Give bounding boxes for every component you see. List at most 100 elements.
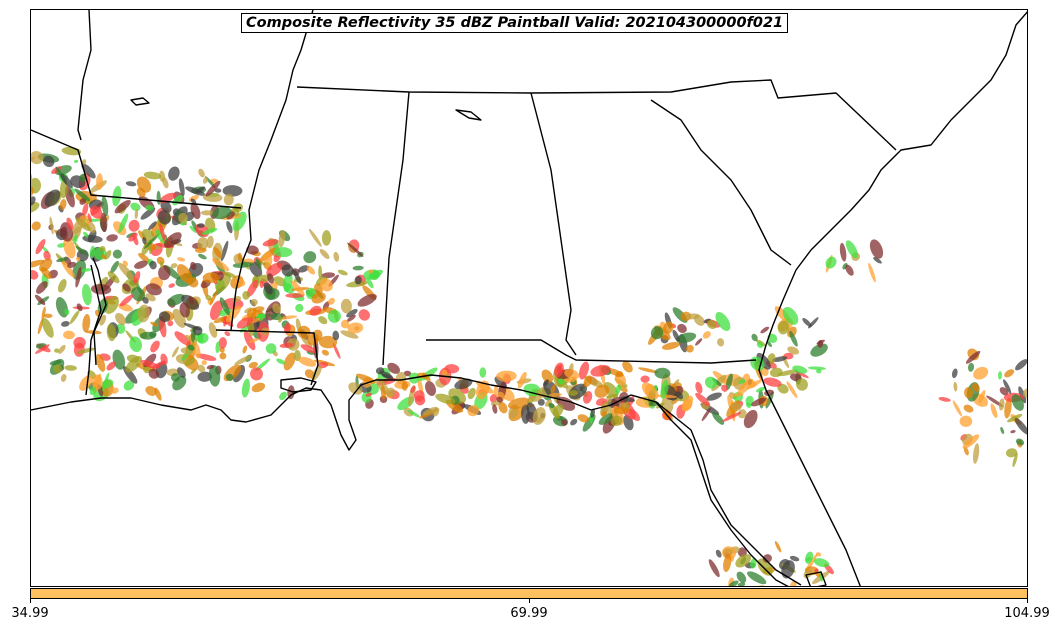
reflectivity-blob (34, 294, 46, 306)
reflectivity-blob (145, 283, 162, 296)
reflectivity-blob (328, 297, 335, 305)
reflectivity-blob (760, 326, 770, 334)
reflectivity-blob (441, 369, 448, 376)
reflectivity-blob (145, 204, 154, 211)
reflectivity-blob (250, 298, 258, 306)
reflectivity-blob (148, 221, 157, 231)
reflectivity-blob (265, 343, 277, 354)
reflectivity-blob (177, 367, 186, 378)
reflectivity-blob (64, 186, 75, 208)
reflectivity-blob (114, 199, 131, 214)
reflectivity-blob (375, 367, 385, 375)
reflectivity-blob (654, 367, 671, 379)
reflectivity-blob (188, 295, 194, 305)
reflectivity-blob (131, 287, 146, 302)
reflectivity-blob (489, 394, 498, 403)
reflectivity-blob (205, 294, 212, 301)
reflectivity-blob (176, 257, 186, 262)
reflectivity-blob (143, 171, 162, 180)
reflectivity-blob (81, 159, 87, 165)
reflectivity-blob (417, 376, 424, 395)
coastline-gulf (31, 374, 789, 586)
reflectivity-blob (708, 559, 720, 578)
reflectivity-blob (721, 384, 729, 392)
reflectivity-blob (41, 306, 46, 320)
reflectivity-blob (998, 398, 1005, 411)
reflectivity-blob (110, 260, 119, 274)
border-tn-south (296, 79, 897, 151)
border-la-ms (215, 329, 319, 386)
reflectivity-blob (777, 320, 790, 335)
reflectivity-blob (568, 390, 579, 396)
reflectivity-blob (61, 260, 75, 278)
reflectivity-blob (156, 190, 161, 205)
reflectivity-blob (187, 344, 195, 351)
reflectivity-blob (73, 234, 78, 245)
reflectivity-blob (66, 217, 74, 231)
reflectivity-blob (248, 361, 258, 369)
reflectivity-blob (259, 280, 264, 288)
reflectivity-blob (64, 365, 77, 371)
reflectivity-blob (564, 368, 580, 380)
reflectivity-blob (212, 258, 230, 272)
reflectivity-blob (407, 410, 420, 418)
reflectivity-blob (640, 375, 650, 383)
reflectivity-blob (290, 280, 305, 296)
reflectivity-blob (104, 295, 119, 314)
reflectivity-blob (1018, 386, 1027, 404)
reflectivity-blob (959, 415, 973, 428)
reflectivity-blob (467, 387, 476, 400)
reflectivity-blob (159, 223, 166, 242)
reflectivity-blob (845, 240, 858, 259)
reflectivity-blob (978, 390, 986, 404)
reflectivity-blob (208, 365, 221, 387)
reflectivity-blob (594, 384, 610, 398)
reflectivity-blob (142, 237, 147, 245)
reflectivity-blob (150, 321, 159, 327)
colorbar-tick-mark-max (1027, 599, 1028, 603)
reflectivity-blob (523, 383, 541, 397)
reflectivity-blob (638, 367, 659, 374)
reflectivity-blob (232, 364, 246, 383)
reflectivity-blob (283, 271, 293, 292)
reflectivity-blob (64, 308, 70, 315)
reflectivity-blob (79, 173, 87, 182)
reflectivity-blob (825, 256, 837, 269)
reflectivity-blob (219, 352, 227, 360)
reflectivity-blob (715, 312, 731, 331)
reflectivity-blob (610, 415, 623, 426)
border-ok-ar (31, 129, 242, 209)
reflectivity-blob (123, 380, 135, 391)
reflectivity-blob (263, 282, 273, 295)
reflectivity-blob (728, 580, 739, 586)
reflectivity-blob (279, 342, 294, 348)
reflectivity-blob (298, 356, 317, 367)
reflectivity-blob (96, 173, 103, 190)
map-panel (30, 9, 1028, 587)
reflectivity-blob (219, 297, 230, 316)
reflectivity-blob (479, 367, 487, 378)
reflectivity-blob (756, 341, 764, 348)
reflectivity-blob (704, 376, 718, 389)
reflectivity-blob (179, 302, 190, 318)
reflectivity-blob (816, 339, 825, 345)
reflectivity-blob (203, 176, 208, 184)
reflectivity-blob (198, 253, 207, 260)
reflectivity-blob (293, 269, 302, 285)
reflectivity-blob (1005, 448, 1018, 458)
reflectivity-blob (550, 384, 556, 395)
reflectivity-blob (366, 277, 374, 289)
reflectivity-blob (765, 391, 774, 409)
reflectivity-blob (606, 393, 618, 399)
reflectivity-blob (246, 279, 259, 298)
reflectivity-blob (1003, 379, 1012, 394)
reflectivity-blob (31, 201, 40, 215)
map-title: Composite Reflectivity 35 dBZ Paintball … (241, 13, 789, 33)
reflectivity-blob (56, 257, 69, 262)
border-la-south (85, 264, 102, 396)
reflectivity-blob (732, 393, 744, 397)
reflectivity-blob (102, 372, 110, 392)
reflectivity-blob (507, 397, 530, 409)
reflectivity-blob (965, 350, 981, 364)
reflectivity-blob (249, 367, 264, 381)
